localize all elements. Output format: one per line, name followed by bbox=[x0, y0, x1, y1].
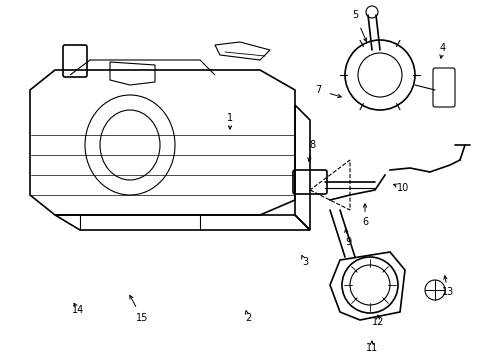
Text: 9: 9 bbox=[345, 237, 351, 247]
Text: 7: 7 bbox=[315, 85, 321, 95]
Text: 1: 1 bbox=[227, 113, 233, 123]
Text: 2: 2 bbox=[245, 313, 251, 323]
Text: 3: 3 bbox=[302, 257, 308, 267]
Text: 10: 10 bbox=[397, 183, 409, 193]
Text: 6: 6 bbox=[362, 217, 368, 227]
Text: 13: 13 bbox=[442, 287, 454, 297]
Text: 15: 15 bbox=[136, 313, 148, 323]
Text: 5: 5 bbox=[352, 10, 358, 20]
Text: 14: 14 bbox=[72, 305, 84, 315]
Text: 8: 8 bbox=[309, 140, 315, 150]
Text: 4: 4 bbox=[440, 43, 446, 53]
Text: 11: 11 bbox=[366, 343, 378, 353]
Text: 12: 12 bbox=[372, 317, 384, 327]
